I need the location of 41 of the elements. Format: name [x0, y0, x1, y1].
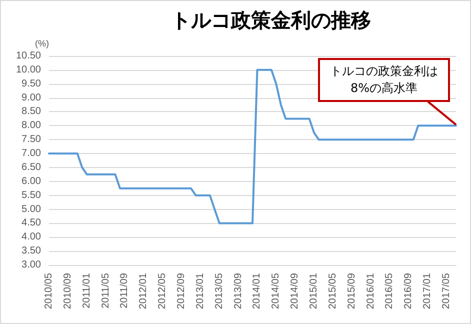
- y-tick-label: 10.00: [16, 64, 42, 76]
- y-axis-title: (%): [35, 38, 49, 48]
- x-tick-label: 2011/01: [81, 272, 92, 308]
- x-tick-label: 2010/05: [44, 272, 54, 310]
- y-tick-label: 5.50: [22, 190, 42, 201]
- y-tick-label: 9.00: [22, 92, 42, 104]
- x-tick-label: 2014/01: [252, 272, 263, 310]
- y-tick-label: 6.00: [22, 176, 42, 187]
- x-tick-label: 2015/05: [327, 272, 338, 310]
- x-tick-label: 2013/09: [232, 272, 244, 310]
- y-tick-label: 7.00: [22, 148, 42, 160]
- y-tick-label: 4.50: [22, 218, 42, 229]
- x-tick-label: 2012/09: [176, 272, 188, 310]
- x-tick-label: 2017/05: [441, 272, 452, 310]
- x-tick-label: 2010/09: [62, 272, 74, 310]
- x-tick-label: 2015/01: [308, 272, 320, 310]
- y-tick-label: 6.50: [22, 162, 42, 173]
- x-tick-label: 2014/05: [270, 272, 282, 310]
- x-tick-label: 2016/01: [365, 272, 376, 310]
- x-tick-label: 2012/05: [157, 272, 168, 310]
- y-tick-label: 9.50: [22, 78, 42, 90]
- x-tick-label: 2015/09: [346, 272, 358, 310]
- annotation: トルコの政策金利は 8%の高水準: [318, 58, 450, 102]
- x-tick-label: 2012/01: [138, 272, 150, 310]
- y-tick-label: 7.50: [22, 134, 42, 146]
- chart-title: トルコ政策金利の推移: [171, 8, 371, 32]
- x-tick-label: 2014/09: [290, 272, 301, 310]
- x-tick-label: 2013/05: [214, 272, 225, 310]
- x-tick-label: 2016/05: [384, 272, 396, 310]
- x-tick-label: 2017/01: [422, 272, 434, 310]
- y-tick-label: 4.00: [22, 232, 42, 243]
- y-tick-label: 10.50: [16, 50, 42, 62]
- x-tick-label: 2013/01: [194, 272, 206, 310]
- y-tick-label: 8.50: [22, 106, 42, 118]
- x-tick-label: 2011/05: [100, 272, 112, 308]
- x-tick-label: 2011/09: [119, 272, 130, 308]
- y-tick-label: 3.50: [22, 246, 42, 257]
- y-tick-label: 5.00: [22, 204, 42, 215]
- y-tick-label: 8.00: [22, 120, 42, 132]
- x-tick-label: 2016/09: [403, 272, 414, 310]
- y-tick-label: 3.00: [22, 260, 42, 270]
